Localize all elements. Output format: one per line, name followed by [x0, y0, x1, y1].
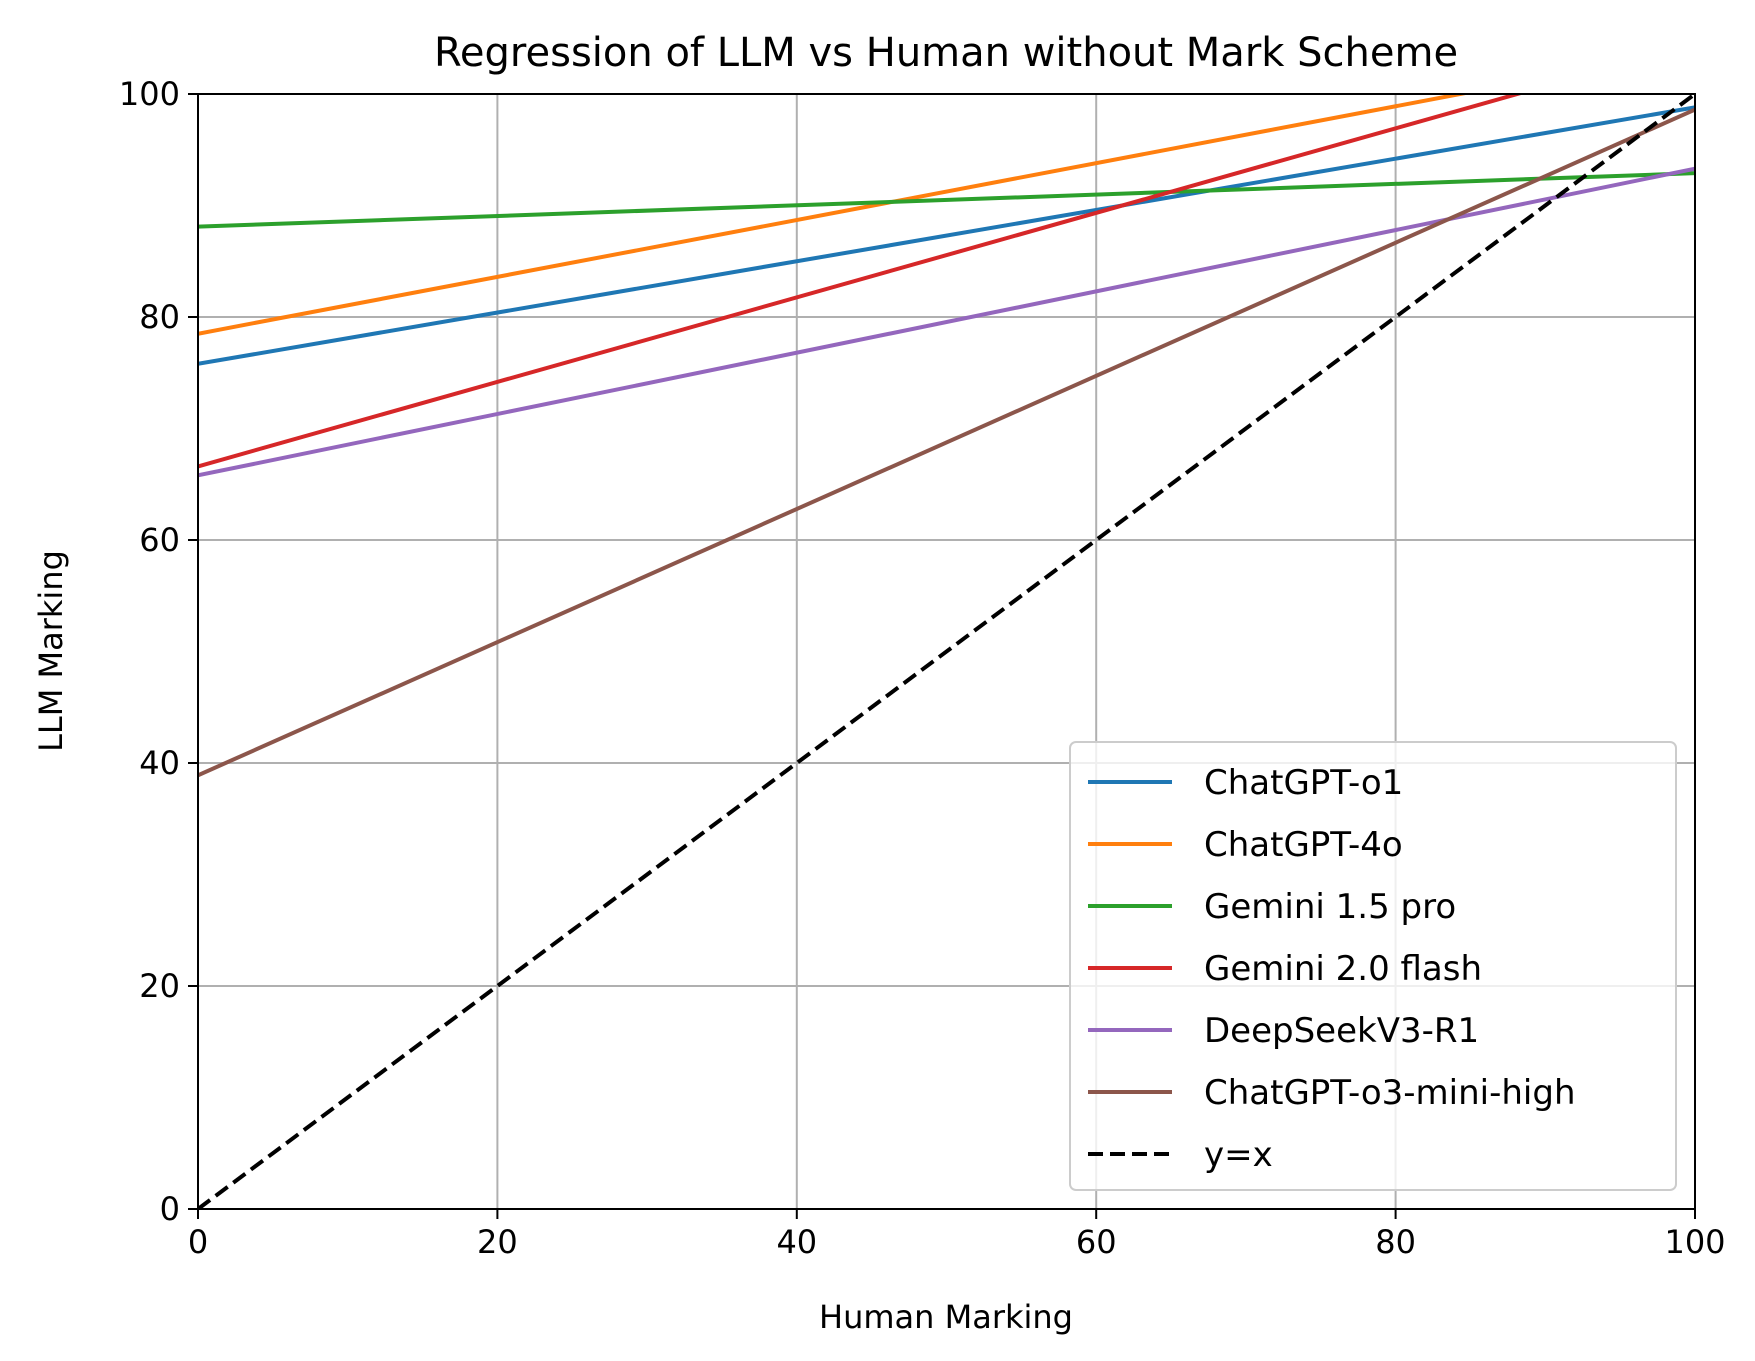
x-tick-label: 40	[776, 1223, 817, 1261]
legend-box	[1069, 741, 1677, 1191]
series-line-6	[198, 94, 1695, 1209]
series-line-2	[198, 171, 1695, 229]
y-tick-label: 40	[139, 744, 180, 782]
x-axis-label: Human Marking	[819, 1298, 1073, 1336]
legend-label: ChatGPT-o1	[1204, 763, 1403, 803]
series-line-3	[198, 94, 1525, 469]
legend: ChatGPT-o1 ChatGPT-4o Gemini 1.5 pro Gemini…	[1069, 741, 1677, 1191]
legend-label: Gemini 1.5 pro	[1204, 887, 1456, 927]
series-line-0	[198, 105, 1695, 366]
x-tick-label: 60	[1076, 1223, 1117, 1261]
legend-label: y=x	[1204, 1135, 1273, 1175]
x-tick-label: 0	[188, 1223, 208, 1261]
legend-label: DeepSeekV3-R1	[1204, 1011, 1479, 1051]
plot-frame	[197, 93, 1696, 1210]
x-tick-label: 80	[1375, 1223, 1416, 1261]
legend-label: ChatGPT-4o	[1204, 825, 1403, 865]
legend-label: ChatGPT-o3-mini-high	[1204, 1073, 1576, 1113]
y-tick-label: 100	[119, 75, 180, 113]
axis-ticks: 0 20 40 60 80 100 0 20 40 60 80 100	[119, 75, 1726, 1261]
series-layer	[198, 94, 1695, 1209]
series-line-1	[198, 94, 1471, 336]
series-line-4	[198, 166, 1695, 478]
legend-label: Gemini 2.0 flash	[1204, 949, 1482, 989]
x-tick-label: 100	[1664, 1223, 1725, 1261]
y-axis-label: LLM Marking	[32, 550, 70, 752]
y-tick-label: 60	[139, 521, 180, 559]
y-tick-label: 80	[139, 298, 180, 336]
chart-title: Regression of LLM vs Human without Mark …	[434, 30, 1458, 76]
series-line-5	[198, 107, 1695, 778]
x-tick-label: 20	[477, 1223, 518, 1261]
y-tick-label: 20	[139, 967, 180, 1005]
y-tick-label: 0	[160, 1190, 180, 1228]
